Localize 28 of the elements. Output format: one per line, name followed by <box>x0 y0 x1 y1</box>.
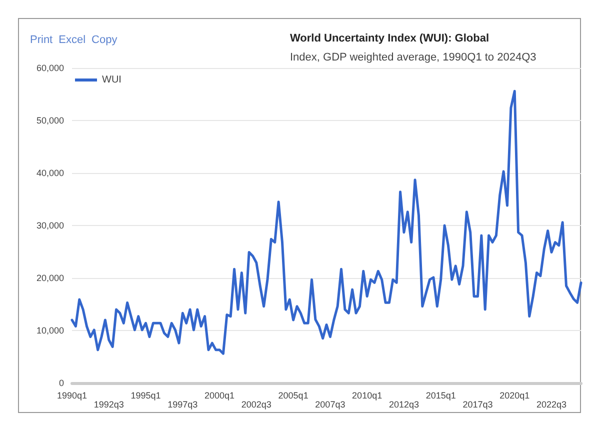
x-tick-label: 2015q1 <box>426 390 456 400</box>
x-tick-label: 2022q3 <box>536 400 567 410</box>
y-tick-label: 30,000 <box>36 220 64 230</box>
x-tick-label: 2020q1 <box>500 390 530 400</box>
chart-title: World Uncertainty Index (WUI): Global <box>290 32 490 44</box>
y-tick-label: 40,000 <box>36 168 64 178</box>
y-tick-label: 60,000 <box>36 63 64 73</box>
x-tick-label: 1992q3 <box>94 400 124 410</box>
x-tick-label: 1990q1 <box>56 390 88 400</box>
y-tick-label: 0 <box>58 378 64 388</box>
y-tick-label: 20,000 <box>36 273 64 283</box>
x-tick-label: 2007q3 <box>315 400 346 410</box>
text: Excel <box>58 34 86 46</box>
x-tick-label: 1995q1 <box>130 390 161 400</box>
x-tick-label: 2012q3 <box>388 400 419 410</box>
y-tick-label: 10,000 <box>36 326 64 336</box>
text: Print <box>30 34 53 46</box>
y-tick-label: 50,000 <box>36 116 64 126</box>
text: Copy <box>92 34 118 46</box>
x-tick-label: 2000q1 <box>204 390 235 400</box>
x-tick-label: 2017q3 <box>462 400 493 410</box>
x-tick-label: 2002q3 <box>241 400 272 410</box>
x-tick-label: 1997q3 <box>168 400 198 410</box>
x-tick-label: 2005q1 <box>278 390 308 400</box>
x-tick-label: 2010q1 <box>352 390 382 400</box>
legend-label: WUI <box>102 74 122 86</box>
line-series <box>70 90 582 355</box>
chart-subtitle: Index, GDP weighted average, 1990Q1 to 2024Q3 <box>290 52 536 64</box>
